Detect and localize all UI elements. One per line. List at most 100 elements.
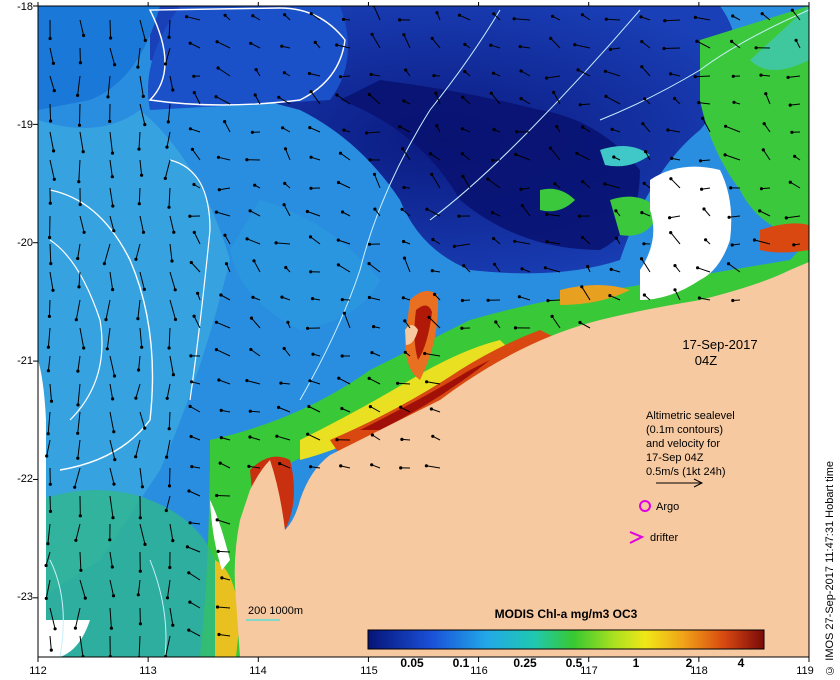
velocity-arrow-head [398,125,402,129]
velocity-arrow-head [278,462,282,466]
velocity-arrow-head [368,405,372,409]
velocity-arrow [218,634,231,637]
velocity-arrow [338,377,351,385]
velocity-arrow [79,19,85,36]
velocity-arrow [426,465,441,469]
velocity-arrow-head [249,41,253,45]
velocity-arrow-head [790,8,794,12]
velocity-arrow-head [643,97,647,101]
velocity-arrow [109,467,115,485]
velocity-arrow-head [336,180,341,185]
velocity-arrow [366,131,381,134]
lat-tick-label: -22 [17,473,33,485]
velocity-arrow-head [580,13,585,17]
velocity-arrow-head [696,266,700,270]
velocity-arrow [218,379,231,385]
velocity-arrow [520,98,531,105]
velocity-arrow [401,208,411,217]
velocity-arrow-head [140,345,144,349]
latitude-labels: -18 -19 -20 -21 -22 -23 [17,1,33,603]
velocity-arrow [165,47,171,65]
velocity-arrow-head [82,33,86,38]
velocity-arrow [249,436,261,441]
velocity-arrow [604,183,621,189]
velocity-arrow [137,299,141,319]
velocity-arrow-head [340,298,344,302]
velocity-arrow-head [793,154,797,158]
velocity-arrow-head [400,207,404,211]
velocity-arrow-head [758,209,762,213]
velocity-arrow-head [489,43,493,47]
velocity-arrow-head [695,39,699,43]
velocity-arrow-head [137,202,141,206]
velocity-arrow [224,234,231,245]
velocity-arrow [49,383,52,402]
velocity-arrow-head [402,239,406,244]
velocity-arrow-head [215,605,220,609]
velocity-arrow-head [171,539,175,543]
velocity-arrow-head [404,68,408,72]
velocity-arrow [217,519,231,525]
velocity-arrow [79,215,85,233]
velocity-arrow [49,271,54,291]
velocity-arrow [138,635,141,657]
velocity-arrow-head [188,41,192,45]
velocity-arrow [220,294,231,301]
velocity-arrow [168,19,171,38]
velocity-arrow [109,551,113,568]
velocity-arrow [343,313,351,329]
velocity-arrow-head [309,270,313,274]
velocity-arrow-head [134,257,138,261]
velocity-arrow-head [788,103,792,107]
velocity-arrow [403,34,411,49]
colorbar-tick-label: 1 [633,656,640,670]
velocity-arrow-head [693,75,697,79]
colorbar-tick-label: 4 [738,656,745,670]
velocity-arrow [759,210,771,217]
velocity-arrow [763,123,771,133]
velocity-arrow-head [545,212,549,216]
velocity-arrow [426,208,441,217]
velocity-arrow [47,523,51,544]
velocity-arrow-head [245,379,249,383]
velocity-arrow-head [764,92,768,96]
velocity-arrow-head [486,298,490,302]
velocity-arrow-head [726,262,731,266]
velocity-arrow [670,73,681,77]
velocity-arrow-head [640,40,644,44]
velocity-arrow-head [192,74,196,78]
velocity-arrow-head [49,399,54,403]
velocity-arrow-head [248,435,252,439]
velocity-arrow-head [608,47,613,52]
velocity-arrow-head [729,186,733,190]
velocity-arrow-head [44,563,48,568]
velocity-arrow-head [173,317,178,322]
velocity-arrow [609,295,621,301]
velocity-arrow-head [365,131,369,135]
velocity-arrow-head [396,381,400,385]
velocity-arrow-head [284,265,288,270]
velocity-arrow [520,70,531,77]
colorbar-tick-label: 0.5 [566,656,583,670]
velocity-arrow-head [724,124,728,128]
velocity-arrow-head [214,95,218,99]
velocity-arrow-head [669,72,673,76]
velocity-arrow-head [402,99,406,103]
velocity-arrow [138,131,141,150]
velocity-arrow-head [82,230,86,234]
velocity-arrow [49,47,54,64]
velocity-arrow-head [788,180,792,184]
velocity-arrow [582,181,591,189]
lat-tick-label: -21 [17,355,33,367]
velocity-arrow [278,96,291,105]
velocity-arrow-head [51,61,56,65]
velocity-arrow-head [309,186,313,190]
velocity-arrow-head [370,351,374,355]
velocity-arrow [139,215,144,233]
velocity-arrow-head [307,71,311,76]
velocity-arrow-head [429,152,433,156]
velocity-arrow [74,467,81,488]
velocity-arrow-head [372,172,377,176]
velocity-arrow [217,67,231,77]
velocity-arrow [253,260,261,273]
